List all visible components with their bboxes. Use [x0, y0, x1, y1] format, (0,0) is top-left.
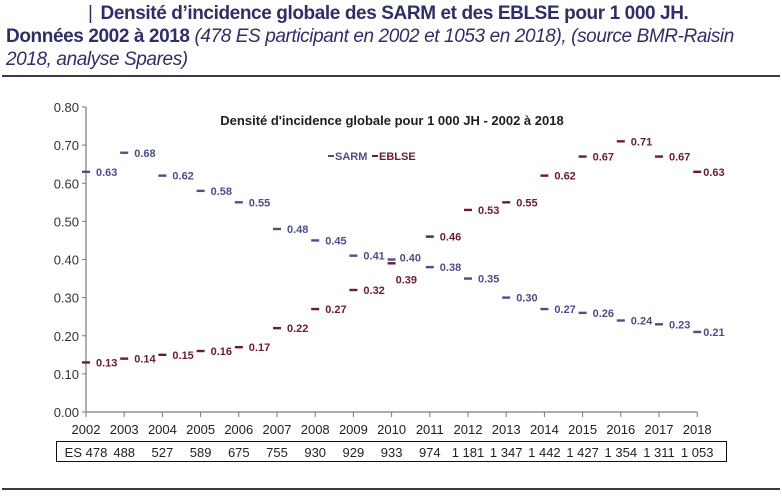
chart-title: Densité d'incidence globale pour 1 000 J…	[220, 113, 563, 128]
header-separator: |	[88, 3, 93, 24]
sarm-data-label: 0.27	[554, 304, 575, 316]
sarm-data-label: 0.40	[400, 253, 421, 265]
top-divider	[2, 75, 780, 77]
es-count-cell: 1 354	[605, 445, 638, 460]
x-tick-label: 2017	[645, 422, 674, 437]
x-tick-label: 2013	[492, 422, 521, 437]
eblse-data-label: 0.71	[631, 136, 652, 148]
eblse-data-label: 0.32	[363, 285, 384, 297]
eblse-data-label: 0.46	[440, 232, 461, 244]
es-count-cell: 675	[228, 445, 250, 460]
sarm-data-label: 0.48	[287, 224, 308, 236]
eblse-data-label: 0.55	[516, 197, 537, 209]
eblse-data-label: 0.14	[134, 354, 156, 366]
y-tick-label: 0.50	[54, 214, 79, 229]
header-subtitle: Données 2002 à 2018	[6, 26, 195, 47]
x-tick-label: 2007	[263, 422, 292, 437]
es-count-cell: 1 181	[452, 445, 485, 460]
es-count-table	[56, 441, 727, 462]
es-count-cell: 1 311	[643, 445, 675, 460]
eblse-data-label: 0.63	[703, 167, 724, 179]
eblse-data-label: 0.17	[249, 342, 270, 354]
x-tick-label: 2015	[568, 422, 597, 437]
x-tick-label: 2009	[339, 422, 368, 437]
es-count-cell: 527	[152, 445, 174, 460]
x-tick-label: 2011	[416, 422, 444, 437]
x-tick-label: 2010	[377, 422, 406, 437]
es-count-cell: 974	[419, 445, 441, 460]
eblse-data-label: 0.62	[554, 171, 575, 183]
figure-header: | Densité d’incidence globale des SARM et…	[6, 2, 776, 71]
es-count-cell: ES 478	[65, 445, 108, 460]
sarm-data-label: 0.38	[440, 262, 461, 274]
es-count-cell: 930	[304, 445, 326, 460]
sarm-data-label: 0.35	[478, 274, 499, 286]
sarm-data-label: 0.68	[134, 148, 155, 160]
x-tick-label: 2014	[530, 422, 559, 437]
es-count-cell: 929	[343, 445, 365, 460]
eblse-data-label: 0.27	[325, 304, 346, 316]
sarm-data-label: 0.30	[516, 293, 537, 305]
y-tick-label: 0.30	[54, 291, 79, 306]
sarm-data-label: 0.41	[363, 251, 384, 263]
x-tick-label: 2018	[683, 422, 712, 437]
sarm-data-label: 0.23	[669, 319, 690, 331]
eblse-data-label: 0.67	[593, 152, 614, 164]
y-tick-label: 0.70	[54, 138, 79, 153]
es-count-cell: 488	[113, 445, 135, 460]
legend-label-eblse: EBLSE	[379, 151, 416, 163]
es-count-cell: 755	[266, 445, 288, 460]
es-count-cell: 1 347	[490, 445, 523, 460]
sarm-data-label: 0.58	[211, 186, 232, 198]
eblse-data-label: 0.39	[396, 274, 417, 286]
eblse-data-label: 0.16	[211, 346, 232, 358]
es-count-cell: 589	[190, 445, 212, 460]
legend-label-sarm: SARM	[335, 151, 367, 163]
x-tick-label: 2008	[301, 422, 330, 437]
eblse-data-label: 0.67	[669, 152, 690, 164]
eblse-data-label: 0.15	[172, 350, 193, 362]
y-tick-label: 0.20	[54, 329, 79, 344]
x-tick-label: 2004	[148, 422, 177, 437]
sarm-data-label: 0.63	[96, 167, 117, 179]
y-tick-label: 0.80	[54, 100, 79, 115]
x-tick-label: 2002	[72, 422, 101, 437]
sarm-data-label: 0.62	[172, 171, 193, 183]
x-tick-label: 2005	[186, 422, 215, 437]
header-title: Densité d’incidence globale des SARM et …	[100, 3, 689, 24]
header-subtitle-italic: (478 ES participant en 2002 et 1053 en 2…	[6, 26, 734, 70]
eblse-data-label: 0.22	[287, 323, 308, 335]
es-count-cell: 1 427	[566, 445, 599, 460]
sarm-data-label: 0.21	[703, 327, 724, 339]
eblse-data-label: 0.53	[478, 205, 499, 217]
es-count-cell: 933	[381, 445, 403, 460]
y-tick-label: 0.60	[54, 176, 79, 191]
x-tick-label: 2012	[454, 422, 483, 437]
y-tick-label: 0.00	[54, 405, 79, 420]
bottom-divider	[2, 488, 780, 490]
sarm-data-label: 0.24	[631, 316, 653, 328]
y-tick-label: 0.40	[54, 253, 79, 268]
es-count-cell: 1 442	[528, 445, 561, 460]
sarm-data-label: 0.26	[593, 308, 614, 320]
y-tick-label: 0.10	[54, 367, 79, 382]
x-tick-label: 2003	[110, 422, 139, 437]
x-tick-label: 2016	[606, 422, 635, 437]
x-tick-label: 2006	[224, 422, 253, 437]
es-count-cell: 1 053	[681, 445, 714, 460]
sarm-data-label: 0.45	[325, 235, 346, 247]
sarm-data-label: 0.55	[249, 197, 270, 209]
eblse-data-label: 0.13	[96, 357, 117, 369]
